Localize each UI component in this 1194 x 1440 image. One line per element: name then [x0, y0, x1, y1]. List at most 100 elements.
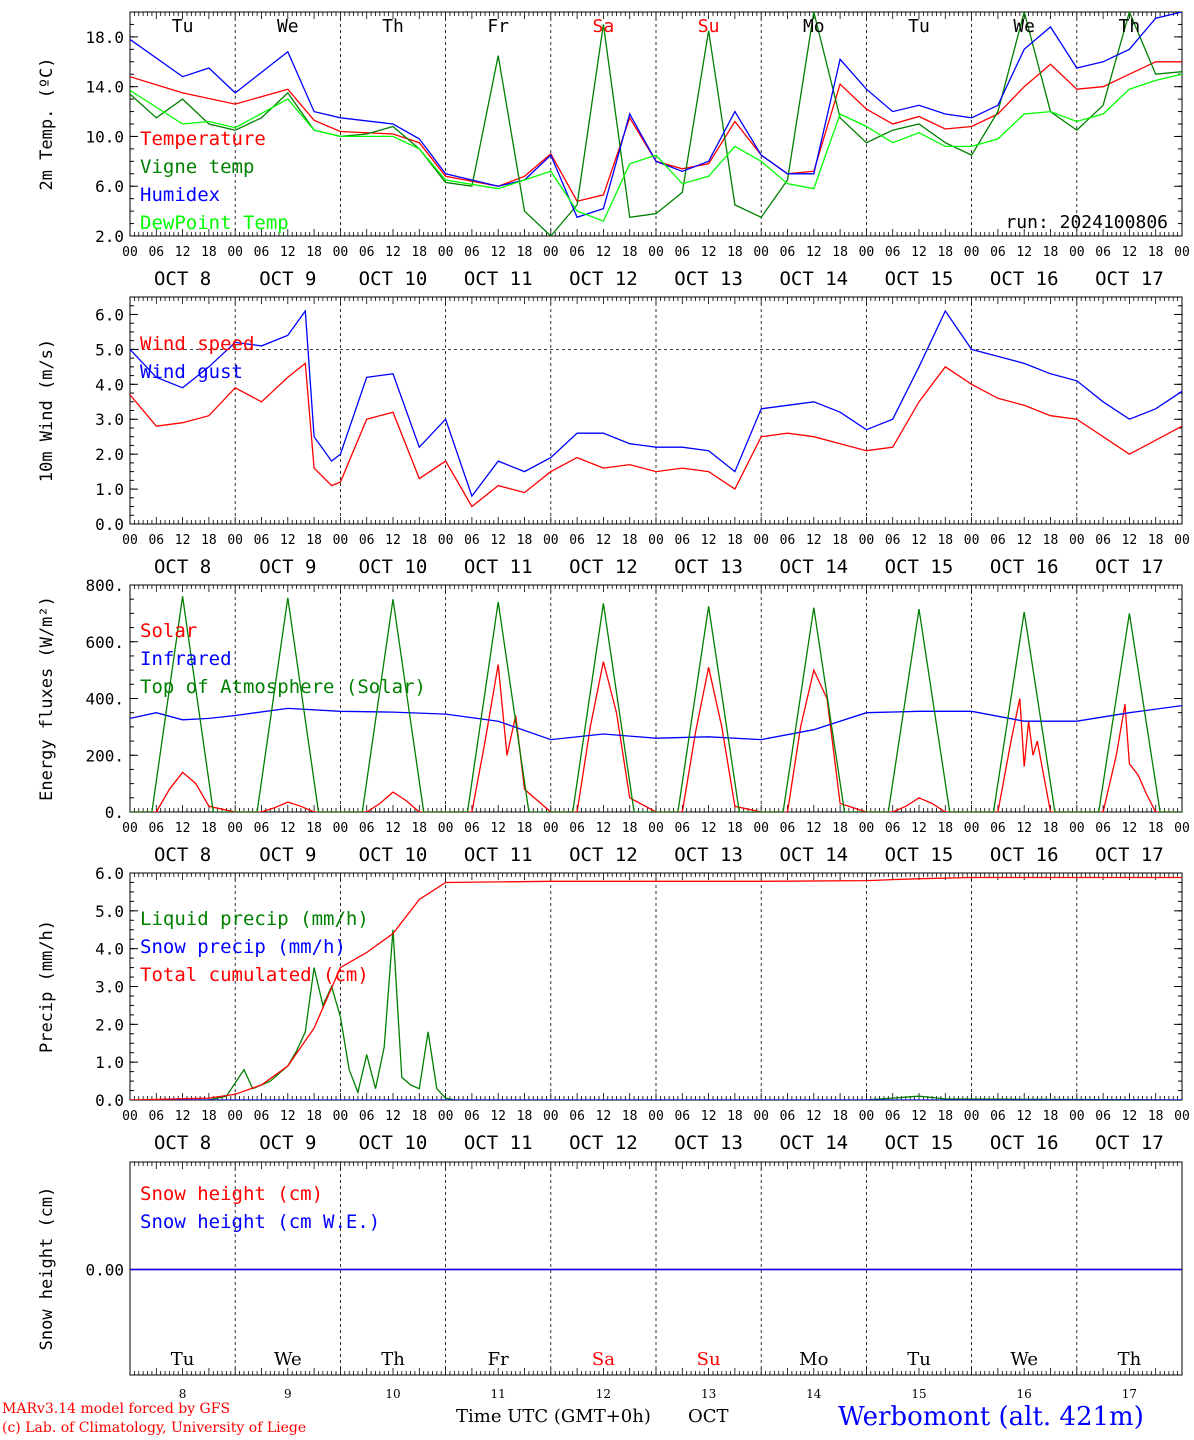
hour-tick-label: 00 [648, 533, 664, 548]
legend-entry: DewPoint Temp [140, 212, 289, 234]
y-tick-label: 18.0 [85, 28, 124, 47]
hour-tick-label: 06 [359, 533, 375, 548]
weekday-label: Th [1119, 16, 1141, 37]
hour-tick-label: 00 [753, 1109, 769, 1124]
hour-tick-label: 06 [359, 1109, 375, 1124]
hour-tick-label: 18 [1043, 533, 1059, 548]
hour-tick-label: 18 [832, 533, 848, 548]
hour-tick-label: 06 [148, 533, 164, 548]
day-number-label: 10 [385, 1387, 400, 1401]
hour-tick-label: 12 [280, 1109, 296, 1124]
hour-tick-label: 18 [727, 245, 743, 260]
y-tick-label: 5.0 [95, 340, 124, 359]
day-number-label: 13 [701, 1387, 716, 1401]
weekday-label: We [277, 16, 299, 37]
hour-tick-label: 18 [1148, 245, 1164, 260]
series-line-dewpoint-temp [130, 73, 1182, 222]
hour-tick-label: 18 [937, 1109, 953, 1124]
hour-tick-label: 06 [780, 1109, 796, 1124]
hour-tick-label: 00 [438, 1109, 454, 1124]
hour-tick-label: 06 [1095, 1109, 1111, 1124]
hour-tick-label: 12 [596, 533, 612, 548]
date-label: OCT 11 [464, 844, 533, 866]
weekday-label: Tu [907, 1349, 931, 1370]
hour-tick-label: 06 [674, 821, 690, 836]
hour-tick-label: 18 [727, 533, 743, 548]
hour-tick-label: 12 [1016, 1109, 1032, 1124]
hour-tick-label: 12 [280, 533, 296, 548]
hour-tick-label: 00 [1069, 245, 1085, 260]
hour-tick-label: 00 [648, 1109, 664, 1124]
day-number-label: 16 [1017, 1387, 1032, 1401]
hour-tick-label: 00 [333, 1109, 349, 1124]
day-number-label: 14 [806, 1387, 822, 1401]
weekday-label: Tu [172, 16, 194, 37]
date-label: OCT 8 [154, 268, 211, 290]
hour-tick-label: 06 [254, 1109, 270, 1124]
hour-tick-label: 06 [569, 245, 585, 260]
y-tick-label: 1.0 [95, 1053, 124, 1072]
hour-tick-label: 06 [148, 821, 164, 836]
hour-tick-label: 12 [701, 245, 717, 260]
y-tick-label: 0.0 [95, 515, 124, 534]
date-label: OCT 10 [359, 844, 428, 866]
hour-tick-label: 06 [464, 821, 480, 836]
hour-tick-label: 12 [701, 533, 717, 548]
hour-tick-label: 12 [280, 245, 296, 260]
hour-tick-label: 00 [1174, 1109, 1190, 1124]
series-line-top-of-atmosphere-solar- [130, 596, 1182, 812]
hour-tick-label: 18 [622, 245, 638, 260]
hour-tick-label: 12 [701, 821, 717, 836]
series-line-vigne-temp [130, 12, 1182, 236]
hour-tick-label: 18 [1043, 821, 1059, 836]
weekday-label: Th [382, 16, 404, 37]
hour-tick-label: 00 [543, 245, 559, 260]
plot-frame [129, 11, 1183, 237]
hour-tick-label: 18 [1043, 245, 1059, 260]
location-label: Werbomont (alt. 421m) [838, 1402, 1144, 1432]
date-label: OCT 16 [990, 268, 1059, 290]
y-tick-label: 1.0 [95, 480, 124, 499]
hour-tick-label: 18 [201, 245, 217, 260]
hour-tick-label: 12 [175, 821, 191, 836]
date-label: OCT 9 [259, 556, 316, 578]
y-tick-label: 600. [85, 633, 124, 652]
hour-tick-label: 00 [1069, 533, 1085, 548]
hour-tick-label: 12 [1016, 245, 1032, 260]
hour-tick-label: 06 [780, 533, 796, 548]
y-tick-label: 0. [105, 803, 124, 822]
weekday-label: Tu [908, 16, 930, 37]
series-line-wind-gust [130, 309, 1182, 498]
hour-tick-label: 06 [254, 821, 270, 836]
y-tick-label: 10.0 [85, 127, 124, 146]
date-label: OCT 17 [1095, 556, 1164, 578]
hour-tick-label: 12 [175, 533, 191, 548]
legend-entry: Temperature [140, 128, 266, 150]
date-label: OCT 13 [674, 556, 743, 578]
hour-tick-label: 18 [1148, 533, 1164, 548]
hour-tick-label: 00 [753, 245, 769, 260]
panel-4 [129, 872, 1183, 1101]
y-axis-title: Snow height (cm) [37, 1187, 57, 1351]
hour-tick-label: 00 [859, 821, 875, 836]
legend-entry: Snow precip (mm/h) [140, 936, 346, 958]
hour-tick-label: 06 [1095, 533, 1111, 548]
hour-tick-label: 00 [438, 533, 454, 548]
hour-tick-label: 18 [937, 821, 953, 836]
hour-tick-label: 00 [333, 821, 349, 836]
hour-tick-label: 18 [1043, 1109, 1059, 1124]
weekday-label: We [1010, 1349, 1038, 1370]
hour-tick-label: 06 [359, 821, 375, 836]
date-label: OCT 15 [885, 556, 954, 578]
hour-tick-label: 18 [727, 1109, 743, 1124]
y-tick-label: 400. [85, 690, 124, 709]
hour-tick-label: 12 [1122, 821, 1138, 836]
hour-tick-label: 18 [937, 245, 953, 260]
date-label: OCT 8 [154, 844, 211, 866]
hour-tick-label: 00 [543, 821, 559, 836]
day-number-label: 8 [179, 1387, 187, 1401]
hour-tick-label: 18 [411, 245, 427, 260]
date-label: OCT 10 [359, 556, 428, 578]
hour-tick-label: 06 [780, 821, 796, 836]
y-tick-label: 6.0 [95, 864, 124, 883]
